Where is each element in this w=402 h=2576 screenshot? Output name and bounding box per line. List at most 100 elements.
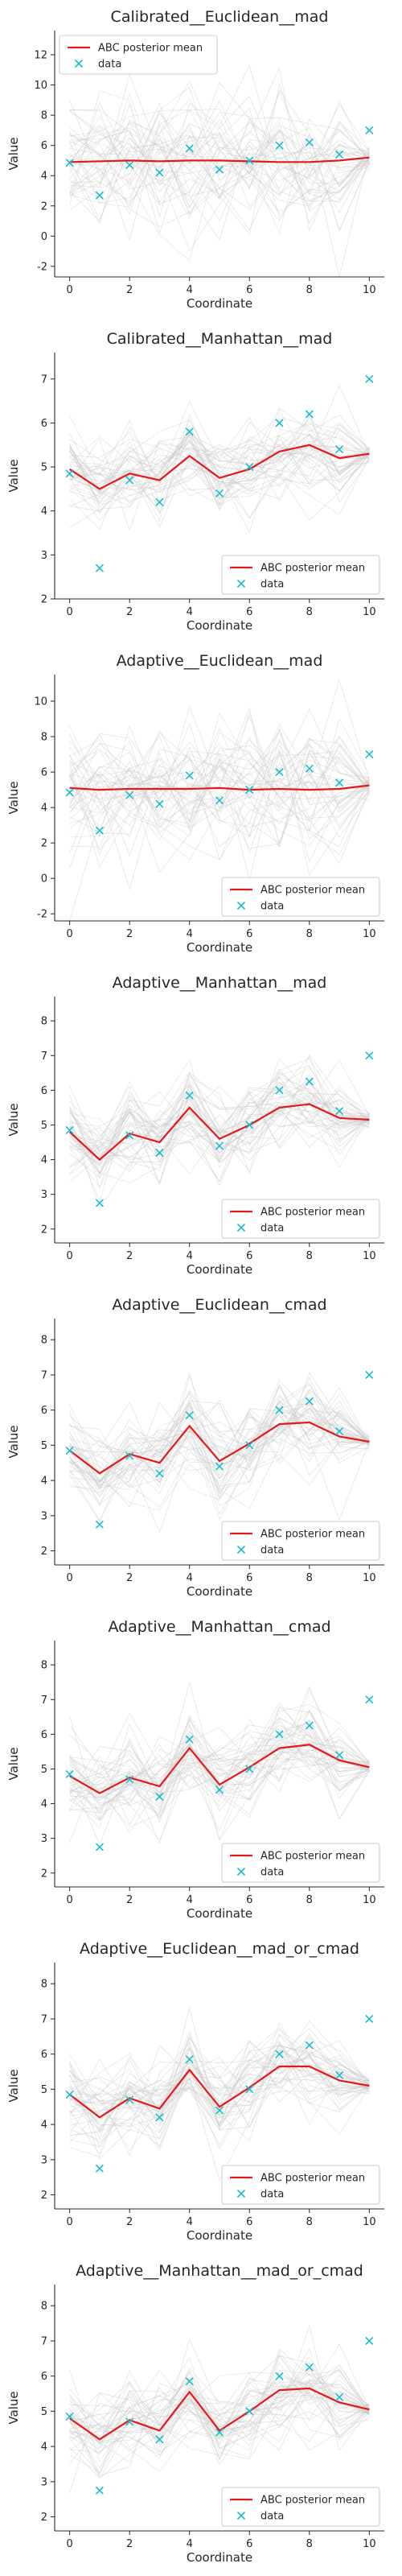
posterior-sample-line <box>69 2355 370 2461</box>
posterior-sample-line <box>69 143 370 222</box>
data-point <box>65 788 74 797</box>
posterior-sample-line <box>69 1721 370 1811</box>
data-point <box>215 1785 224 1794</box>
posterior-sample-line <box>69 2379 370 2463</box>
posterior-sample-line <box>69 1389 370 1515</box>
posterior-sample-line <box>69 1722 370 1841</box>
y-tick-label: 4 <box>41 2120 47 2132</box>
posterior-sample-line <box>69 100 370 192</box>
legend-data-swatch <box>236 1867 246 1876</box>
posterior-sample-line <box>69 89 370 232</box>
y-tick-label: 7 <box>41 374 47 386</box>
posterior-sample-line <box>69 2030 370 2112</box>
posterior-sample-line <box>69 744 370 861</box>
posterior-sample-line <box>69 432 370 488</box>
posterior-sample-line <box>69 1410 370 1488</box>
posterior-sample-line <box>69 1083 370 1179</box>
posterior-sample-line <box>69 2379 370 2442</box>
y-axis-label: Value <box>6 459 21 492</box>
legend-data-label: data <box>260 2189 284 2201</box>
legend-posterior-label: ABC posterior mean <box>260 2495 365 2507</box>
posterior-sample-line <box>69 419 370 499</box>
posterior-sample-line <box>69 1091 370 1175</box>
posterior-sample-line <box>69 1736 370 1802</box>
data-point <box>95 826 104 835</box>
legend-posterior-label: ABC posterior mean <box>260 1851 365 1863</box>
posterior-sample-line <box>69 2372 370 2439</box>
data-point <box>275 1406 284 1414</box>
posterior-sample-line <box>69 725 370 865</box>
posterior-sample-line <box>69 93 370 221</box>
posterior-sample-line <box>69 2037 370 2136</box>
posterior-sample-line <box>69 1736 370 1795</box>
posterior-sample-line <box>69 1731 370 1794</box>
data-point <box>275 2050 284 2058</box>
legend: ABC posterior mean data <box>221 2487 380 2527</box>
posterior-sample-line <box>69 134 370 228</box>
x-tick-label: 8 <box>306 1572 313 1584</box>
x-axis-label: Coordinate <box>187 2550 252 2565</box>
posterior-sample-line <box>69 1393 370 1504</box>
posterior-sample-line <box>69 1414 370 1490</box>
posterior-sample-line <box>69 1382 370 1484</box>
posterior-sample-line <box>69 733 370 834</box>
chart-title: Adaptive__Manhattan__cmad <box>108 1618 330 1636</box>
x-tick-label: 2 <box>126 284 133 296</box>
posterior-sample-line <box>69 1079 370 1176</box>
posterior-sample-line <box>69 414 370 522</box>
posterior-sample-line <box>69 2047 370 2123</box>
posterior-sample-line <box>69 124 370 200</box>
posterior-sample-line <box>69 1087 370 1174</box>
data-point <box>155 168 164 177</box>
posterior-sample-line <box>69 444 370 504</box>
posterior-sample-line <box>69 1081 370 1152</box>
posterior-sample-line <box>69 129 370 234</box>
posterior-sample-line <box>69 2061 370 2136</box>
posterior-sample-line <box>69 1737 370 1823</box>
y-tick-label: 3 <box>41 2476 47 2488</box>
posterior-sample-lines <box>69 64 370 278</box>
posterior-sample-line <box>69 2338 370 2449</box>
data-point <box>65 2090 74 2099</box>
x-tick-label: 6 <box>246 1572 252 1584</box>
data-point <box>125 791 134 799</box>
data-point <box>245 2085 254 2094</box>
posterior-sample-line <box>69 110 370 170</box>
posterior-sample-line <box>69 1088 370 1166</box>
posterior-sample-line <box>69 734 370 873</box>
data-point <box>305 2363 314 2372</box>
posterior-sample-line <box>69 118 370 204</box>
posterior-sample-line <box>69 1084 370 1174</box>
x-tick-label: 4 <box>187 1894 193 1906</box>
posterior-sample-line <box>69 2324 370 2451</box>
data-point <box>155 799 164 808</box>
y-tick-label: 8 <box>41 1660 47 1672</box>
data-point <box>125 2417 134 2426</box>
posterior-sample-line <box>69 758 370 828</box>
data-point <box>335 445 344 454</box>
legend-posterior-label: ABC posterior mean <box>98 43 203 55</box>
posterior-sample-line <box>69 739 370 801</box>
posterior-sample-line <box>69 2021 370 2149</box>
x-tick-label: 8 <box>306 1894 313 1906</box>
posterior-sample-line <box>69 1058 370 1211</box>
posterior-sample-line <box>69 2044 370 2132</box>
posterior-sample-line <box>69 1086 370 1162</box>
posterior-sample-line <box>69 2376 370 2473</box>
chart-panel-7: 0 2 4 6 8 10 2 3 4 5 6 7 8 Adaptive__Euclidean__mad_o… <box>6 1940 384 2243</box>
data-point <box>155 1469 164 1478</box>
posterior-mean-line <box>69 156 370 163</box>
posterior-sample-line <box>69 2347 370 2450</box>
posterior-sample-line <box>69 1082 370 1183</box>
posterior-sample-line <box>69 1749 370 1807</box>
posterior-sample-line <box>69 1092 370 1166</box>
posterior-sample-line <box>69 1408 370 1501</box>
legend-data-swatch <box>236 901 246 910</box>
posterior-sample-line <box>69 1092 370 1162</box>
x-tick-label: 8 <box>306 284 313 296</box>
chart-title: Adaptive__Manhattan__mad_or_cmad <box>76 2262 363 2280</box>
x-tick-label: 6 <box>246 284 252 296</box>
data-point <box>95 1843 104 1852</box>
posterior-sample-line <box>69 1377 370 1488</box>
posterior-sample-line <box>69 729 370 824</box>
